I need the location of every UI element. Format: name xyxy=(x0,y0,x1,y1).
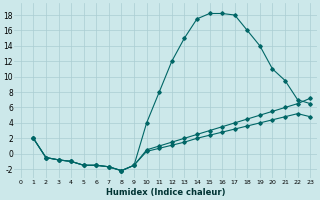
X-axis label: Humidex (Indice chaleur): Humidex (Indice chaleur) xyxy=(106,188,225,197)
